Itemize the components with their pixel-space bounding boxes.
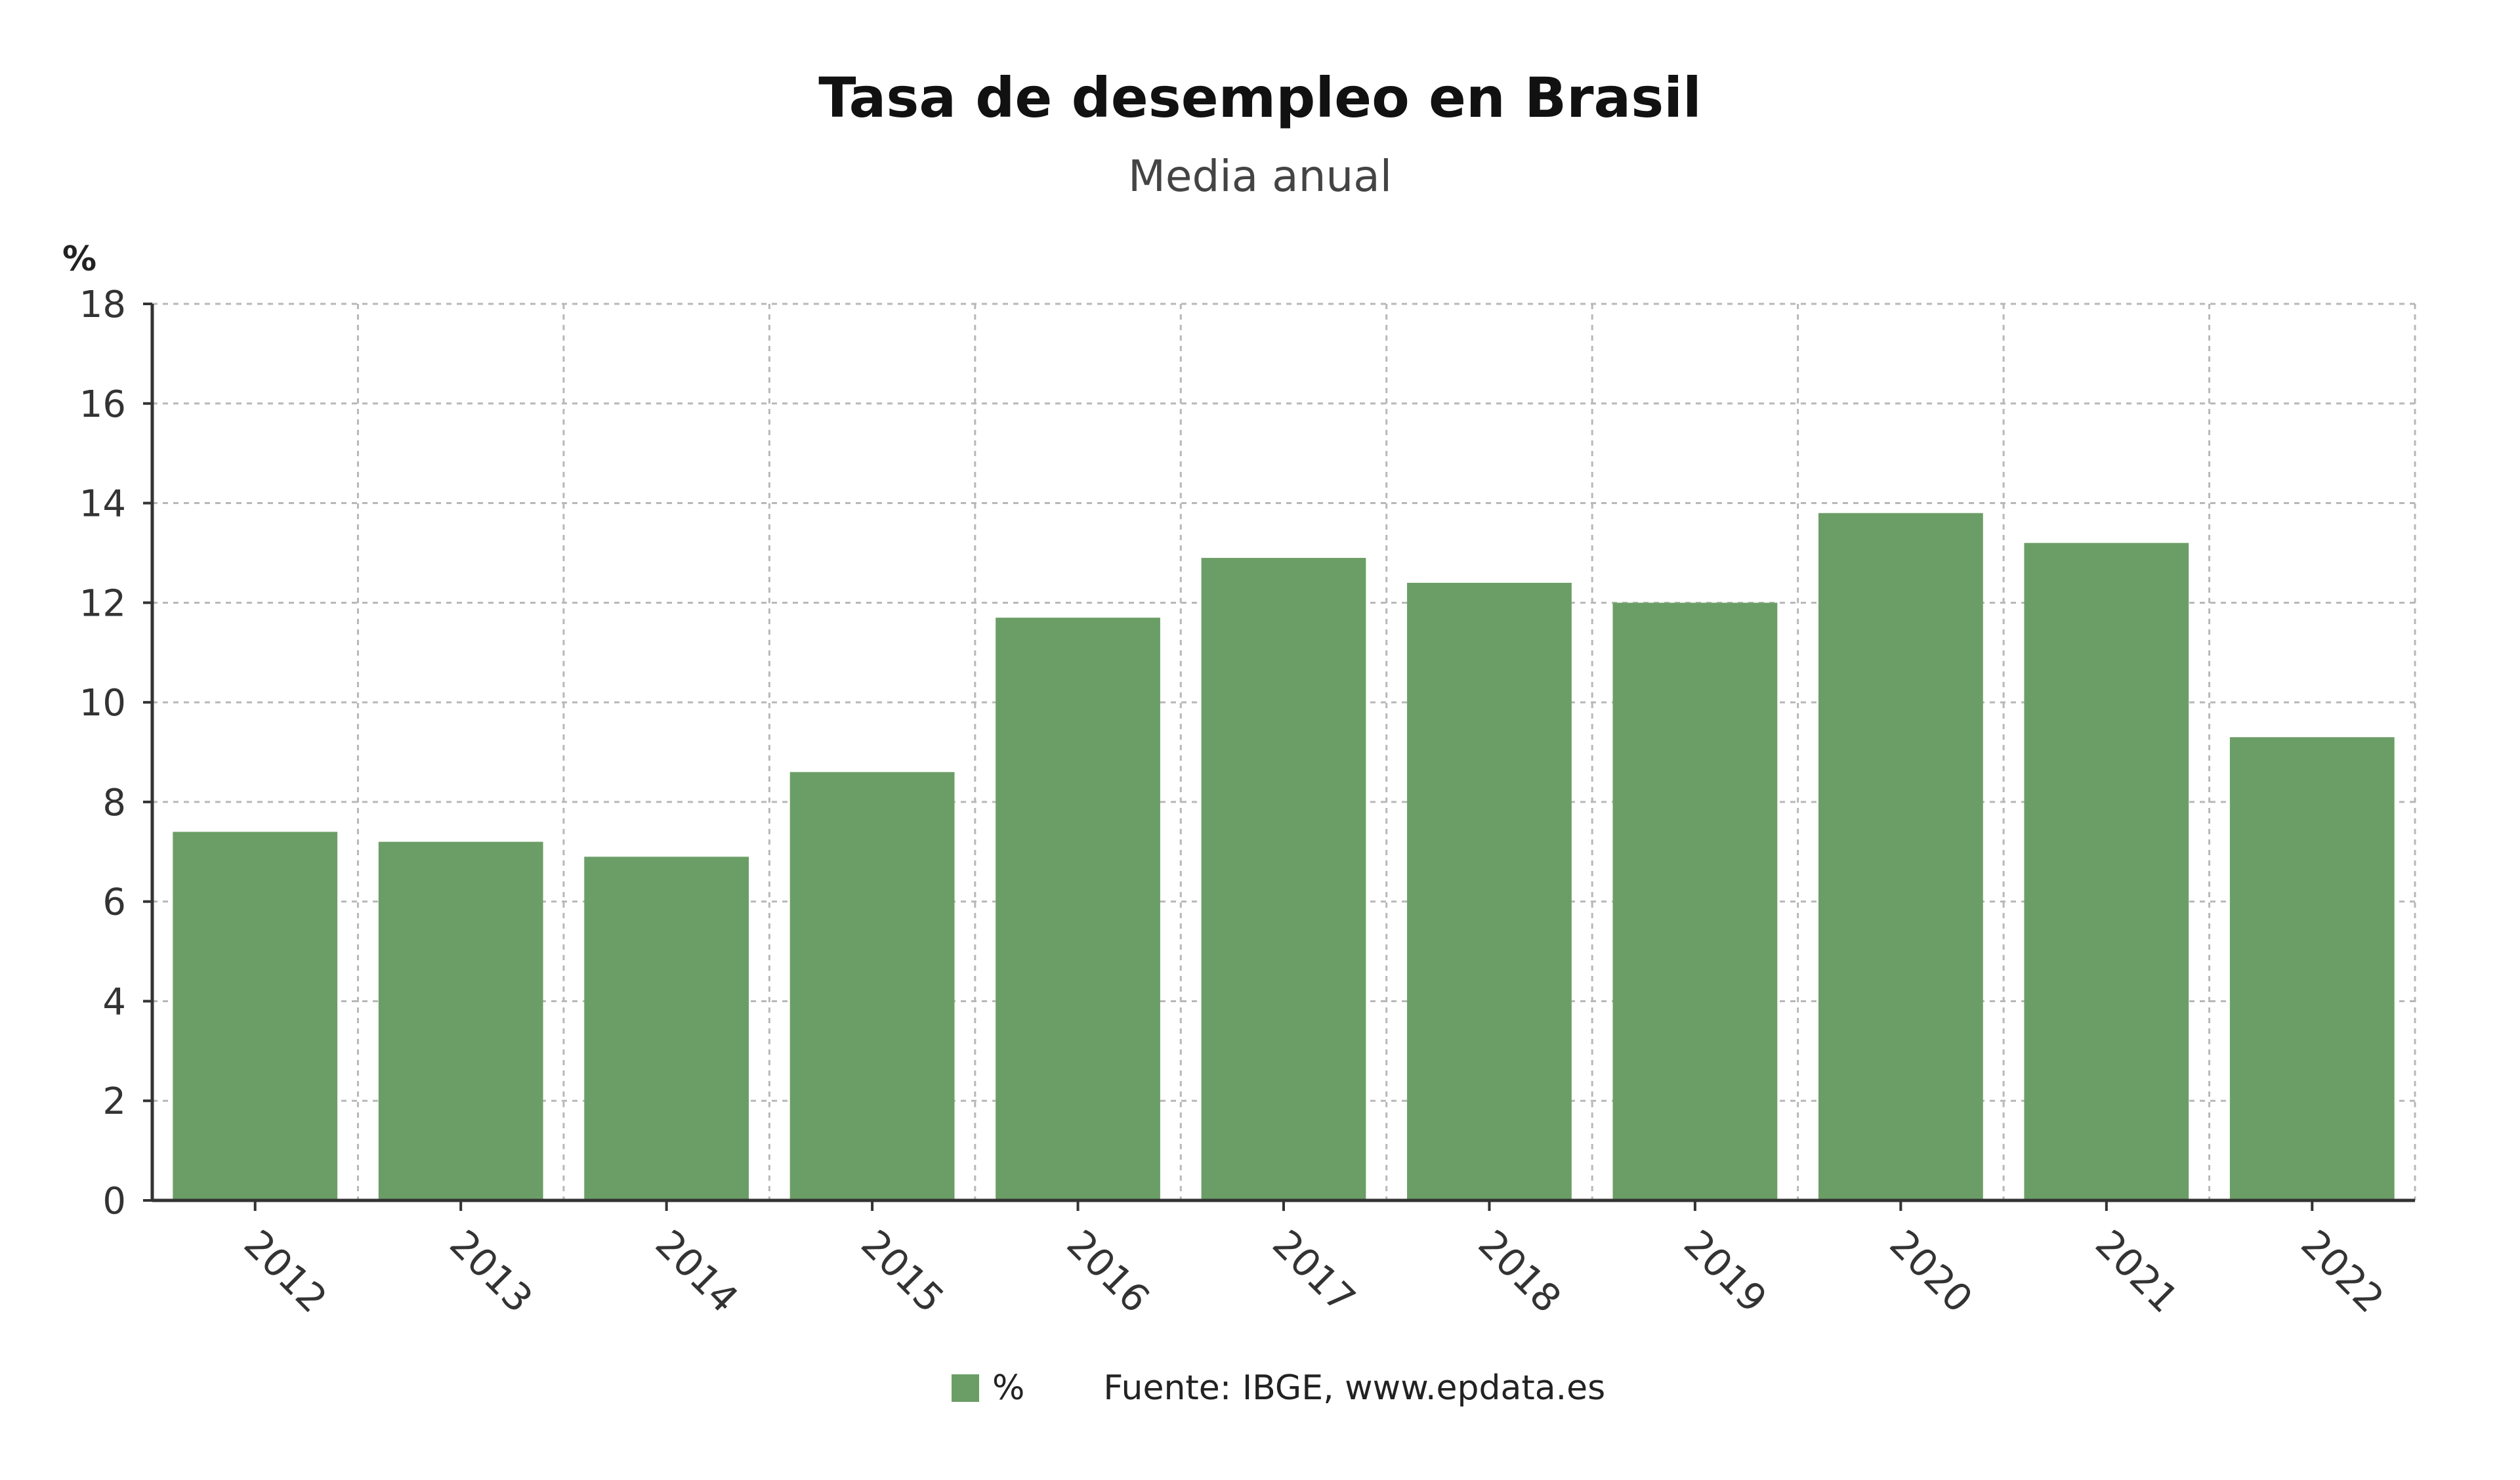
x-tick-label: 2019 xyxy=(1675,1221,1775,1321)
source-text: Fuente: IBGE, www.epdata.es xyxy=(1103,1368,1606,1408)
bar-2019 xyxy=(1612,603,1778,1200)
x-tick-label: 2012 xyxy=(236,1221,335,1321)
legend: % Fuente: IBGE, www.epdata.es xyxy=(952,1368,1605,1408)
x-tick-label: 2016 xyxy=(1059,1221,1158,1321)
bar-2022 xyxy=(2229,737,2395,1200)
bar-2021 xyxy=(2024,543,2189,1200)
y-tick-label: 8 xyxy=(102,782,126,824)
x-tick-label: 2021 xyxy=(2087,1221,2187,1321)
bar-2016 xyxy=(996,618,1160,1200)
bar-2012 xyxy=(173,832,338,1200)
bar-2020 xyxy=(1818,513,1983,1200)
x-tick-label: 2014 xyxy=(647,1221,747,1321)
y-tick-label: 18 xyxy=(79,284,126,326)
y-tick-label: 12 xyxy=(79,582,126,625)
chart-title: Tasa de desempleo en Brasil xyxy=(818,66,1702,130)
grid-layer xyxy=(152,303,2416,1200)
bar-2015 xyxy=(789,772,955,1200)
bar-layer xyxy=(173,513,2395,1200)
y-tick-label: 14 xyxy=(79,483,126,526)
bar-2013 xyxy=(378,841,543,1200)
bar-2018 xyxy=(1407,582,1572,1200)
bar-2017 xyxy=(1201,558,1366,1200)
y-tick-label: 10 xyxy=(79,682,126,725)
x-tick-label: 2013 xyxy=(441,1221,541,1321)
y-tick-label: 2 xyxy=(102,1080,126,1123)
bar-2014 xyxy=(584,856,749,1200)
x-tick-label: 2017 xyxy=(1264,1221,1364,1321)
y-tick-label: 4 xyxy=(102,981,126,1023)
axis-layer xyxy=(143,303,2415,1211)
x-tick-label: 2015 xyxy=(852,1221,952,1321)
y-tick-label: 6 xyxy=(102,881,126,924)
legend-label: % xyxy=(992,1368,1025,1408)
y-axis-label: % xyxy=(62,240,96,279)
x-tick-label: 2022 xyxy=(2292,1221,2392,1321)
y-tick-label: 16 xyxy=(79,383,126,426)
legend-swatch xyxy=(952,1374,979,1402)
chart-subtitle: Media anual xyxy=(1127,151,1393,201)
y-tick-label: 0 xyxy=(102,1180,126,1223)
x-tick-label: 2020 xyxy=(1881,1221,1981,1321)
x-tick-label: 2018 xyxy=(1470,1221,1570,1321)
